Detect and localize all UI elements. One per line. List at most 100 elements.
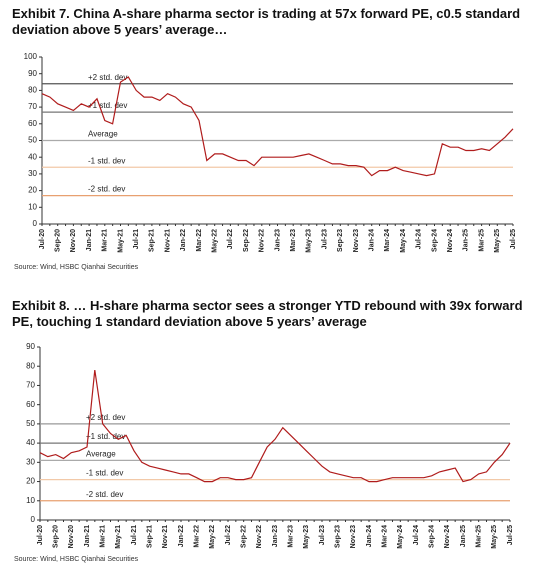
x-tick-label: Sep-24: [431, 229, 438, 252]
x-tick-label: Jan-22: [178, 525, 185, 547]
x-tick-label: Jul-21: [131, 525, 138, 545]
y-tick-label: 0: [33, 219, 38, 228]
x-tick-label: Jul-24: [413, 525, 420, 545]
x-tick-label: May-25: [494, 229, 501, 253]
reference-label: -1 std. dev: [88, 156, 125, 165]
x-tick-label: Mar-21: [102, 229, 109, 252]
x-tick-label: Sep-21: [147, 525, 154, 548]
x-tick-label: Jan-24: [369, 229, 376, 251]
x-tick-label: May-25: [491, 525, 498, 549]
y-tick-label: 0: [31, 515, 36, 524]
reference-label: +1 std. dev: [88, 101, 127, 110]
x-tick-label: Jan-24: [366, 525, 373, 547]
reference-label: -1 std. dev: [86, 469, 123, 478]
x-tick-label: Jul-22: [227, 229, 234, 249]
x-tick-label: Jan-22: [180, 229, 187, 251]
x-tick-label: Mar-24: [384, 229, 391, 252]
x-tick-label: Sep-23: [335, 525, 342, 548]
x-tick-label: Mar-24: [382, 525, 389, 548]
x-tick-label: Sep-22: [241, 525, 248, 548]
x-tick-label: May-21: [117, 229, 124, 253]
reference-label: +1 std. dev: [86, 432, 125, 441]
x-tick-label: Jan-25: [460, 525, 467, 547]
x-tick-label: Nov-21: [162, 525, 169, 548]
series-line: [41, 76, 514, 177]
y-tick-label: 30: [28, 169, 37, 178]
chart-title: Exhibit 8. … H-share pharma sector sees …: [12, 298, 523, 329]
x-tick-label: May-23: [303, 525, 310, 549]
y-tick-label: 40: [26, 438, 35, 447]
y-tick-label: 90: [26, 342, 35, 351]
reference-label: -2 std. dev: [88, 185, 125, 194]
x-tick-label: Jan-21: [86, 229, 93, 251]
source-note: Source: Wind, HSBC Qianhai Securities: [14, 556, 139, 563]
source-note: Source: Wind, HSBC Qianhai Securities: [14, 264, 139, 271]
x-tick-label: Nov-22: [256, 525, 263, 548]
x-tick-label: Mar-23: [290, 229, 297, 252]
x-tick-label: Jul-20: [39, 229, 46, 249]
y-tick-label: 80: [26, 361, 35, 370]
x-tick-label: Mar-25: [476, 525, 483, 548]
y-tick-label: 40: [28, 152, 37, 161]
x-tick-label: Jul-24: [416, 229, 423, 249]
x-tick-label: Jul-25: [507, 525, 514, 545]
x-tick-label: Nov-23: [350, 525, 357, 548]
x-tick-label: Jan-21: [84, 525, 91, 547]
y-tick-label: 70: [26, 381, 35, 390]
x-tick-label: Jul-23: [321, 229, 328, 249]
y-tick-label: 90: [28, 69, 37, 78]
y-tick-label: 60: [26, 400, 35, 409]
x-tick-label: Jan-25: [463, 229, 470, 251]
y-tick-label: 50: [28, 136, 37, 145]
x-tick-label: May-23: [306, 229, 313, 253]
x-tick-label: Mar-22: [194, 525, 201, 548]
series-line: [39, 370, 511, 483]
reference-label: +2 std. dev: [86, 413, 125, 422]
reference-label: Average: [86, 450, 116, 459]
reference-label: -2 std. dev: [86, 490, 123, 499]
y-tick-label: 30: [26, 457, 35, 466]
x-tick-label: Nov-22: [259, 229, 266, 252]
x-tick-label: Jul-23: [319, 525, 326, 545]
x-tick-label: Mar-22: [196, 229, 203, 252]
y-tick-label: 10: [28, 202, 37, 211]
x-tick-label: Nov-20: [68, 525, 75, 548]
x-tick-label: Jul-20: [37, 525, 44, 545]
x-tick-label: Sep-22: [243, 229, 250, 252]
y-tick-label: 80: [28, 86, 37, 95]
x-tick-label: Nov-23: [353, 229, 360, 252]
y-tick-label: 60: [28, 119, 37, 128]
reference-label: +2 std. dev: [88, 73, 127, 82]
x-tick-label: Nov-20: [70, 229, 77, 252]
y-tick-label: 10: [26, 496, 35, 505]
x-tick-label: Jan-23: [272, 525, 279, 547]
x-tick-label: Sep-20: [53, 525, 60, 548]
x-tick-label: Sep-24: [429, 525, 436, 548]
y-tick-label: 50: [26, 419, 35, 428]
x-tick-label: May-24: [400, 229, 407, 253]
x-tick-label: Jul-25: [510, 229, 517, 249]
y-tick-label: 70: [28, 102, 37, 111]
x-tick-label: May-24: [397, 525, 404, 549]
y-tick-label: 20: [28, 186, 37, 195]
x-tick-label: Nov-24: [447, 229, 454, 252]
reference-label: Average: [88, 130, 118, 139]
x-tick-label: Mar-21: [100, 525, 107, 548]
x-tick-label: Sep-20: [55, 229, 62, 252]
x-tick-label: Nov-24: [444, 525, 451, 548]
x-tick-label: May-22: [212, 229, 219, 253]
x-tick-label: May-22: [209, 525, 216, 549]
chart-title: Exhibit 7. China A-share pharma sector i…: [12, 6, 521, 37]
x-tick-label: Mar-23: [288, 525, 295, 548]
x-tick-label: May-21: [115, 525, 122, 549]
x-tick-label: Nov-21: [164, 229, 171, 252]
x-tick-label: Jul-22: [225, 525, 232, 545]
x-tick-label: Sep-23: [337, 229, 344, 252]
x-tick-label: Sep-21: [149, 229, 156, 252]
y-tick-label: 100: [24, 52, 38, 61]
y-tick-label: 20: [26, 477, 35, 486]
x-tick-label: Mar-25: [478, 229, 485, 252]
x-tick-label: Jul-21: [133, 229, 140, 249]
